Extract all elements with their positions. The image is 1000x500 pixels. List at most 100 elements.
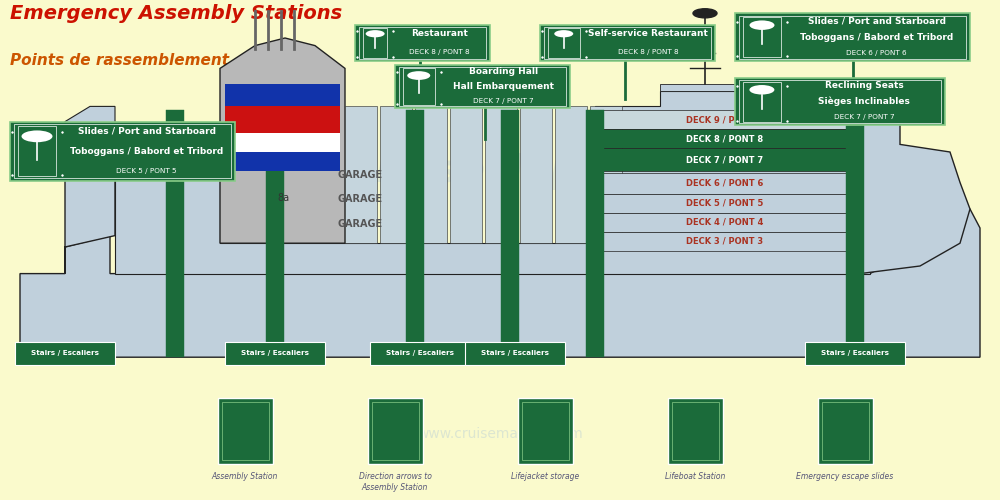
Text: Sièges Inclinables: Sièges Inclinables [818, 97, 910, 106]
Bar [743, 17, 781, 57]
Bar [370, 342, 470, 365]
Text: DECK 6 / PONT 6: DECK 6 / PONT 6 [686, 179, 764, 188]
Bar [822, 402, 868, 460]
Bar [672, 402, 718, 460]
Text: Stairs / Escaliers: Stairs / Escaliers [241, 350, 309, 356]
Text: DECK 7 / PONT 7: DECK 7 / PONT 7 [834, 114, 894, 120]
Text: GARAGE: GARAGE [337, 170, 383, 180]
Bar [368, 398, 422, 464]
Bar [743, 82, 781, 122]
Text: CruiseMapper: CruiseMapper [348, 152, 652, 190]
Text: Stairs / Escaliers: Stairs / Escaliers [31, 350, 99, 356]
Bar [735, 78, 945, 126]
Polygon shape [65, 106, 115, 144]
Bar [739, 80, 941, 123]
Bar [595, 148, 855, 171]
Bar [406, 110, 424, 357]
Polygon shape [855, 106, 970, 274]
Text: Assembly Station: Assembly Station [212, 472, 278, 482]
Circle shape [554, 30, 573, 38]
Text: 8a: 8a [277, 192, 289, 202]
Bar [359, 27, 486, 58]
Bar [345, 106, 377, 243]
Bar [555, 106, 587, 243]
Text: Self-service Restaurant: Self-service Restaurant [588, 29, 708, 38]
Bar [450, 106, 482, 243]
Bar [115, 122, 220, 138]
Text: Stairs / Escaliers: Stairs / Escaliers [386, 350, 454, 356]
Text: Stairs / Escaliers: Stairs / Escaliers [481, 350, 549, 356]
Text: DECK 7 / PONT 7: DECK 7 / PONT 7 [686, 155, 764, 164]
Bar [222, 402, 268, 460]
Bar [395, 64, 570, 108]
Text: GARAGE: GARAGE [337, 194, 383, 204]
Bar [846, 110, 864, 357]
Text: Toboggans / Babord et Tribord: Toboggans / Babord et Tribord [800, 32, 953, 42]
Text: DECK 6 / PONT 6: DECK 6 / PONT 6 [846, 50, 907, 56]
Bar [739, 16, 966, 58]
Bar [540, 24, 715, 61]
Bar [818, 398, 872, 464]
Bar [501, 110, 519, 357]
Bar [518, 398, 573, 464]
Polygon shape [225, 106, 340, 133]
Text: Emergency Assembly Stations: Emergency Assembly Stations [10, 4, 342, 23]
Circle shape [749, 85, 774, 94]
Bar [380, 106, 412, 243]
Circle shape [693, 8, 717, 18]
Text: Lifejacket storage: Lifejacket storage [511, 472, 579, 482]
Text: DECK 5 / PONT 5: DECK 5 / PONT 5 [686, 199, 764, 208]
Bar [10, 122, 235, 180]
Bar [735, 14, 970, 61]
Text: DECK 4 / PONT 4: DECK 4 / PONT 4 [686, 218, 764, 227]
Polygon shape [115, 122, 870, 274]
Bar [15, 342, 115, 365]
Text: DECK 8 / PONT 8: DECK 8 / PONT 8 [618, 49, 679, 55]
Text: Direction arrows to
Assembly Station: Direction arrows to Assembly Station [359, 472, 431, 492]
Text: Hall Embarquement: Hall Embarquement [453, 82, 554, 91]
Bar [166, 110, 184, 357]
Bar [544, 27, 711, 58]
Text: DECK 3 / PONT 3: DECK 3 / PONT 3 [686, 237, 764, 246]
Text: GARAGE: GARAGE [337, 219, 383, 229]
Bar [522, 402, 569, 460]
Circle shape [366, 30, 385, 38]
Bar [595, 129, 855, 148]
Polygon shape [660, 84, 750, 91]
Text: Points de rassemblement: Points de rassemblement [10, 53, 229, 68]
Text: Toboggans / Babord et Tribord: Toboggans / Babord et Tribord [70, 146, 223, 156]
Polygon shape [225, 133, 340, 152]
Bar [266, 110, 284, 357]
Text: Boarding Hall: Boarding Hall [469, 68, 538, 76]
Bar [355, 24, 490, 61]
Polygon shape [65, 133, 115, 274]
Polygon shape [595, 91, 855, 243]
Bar [225, 342, 325, 365]
Text: Reclining Seats: Reclining Seats [825, 82, 903, 90]
Bar [363, 28, 387, 58]
Bar [586, 110, 604, 357]
Bar [465, 342, 565, 365]
Bar [218, 398, 272, 464]
Bar [520, 106, 552, 243]
Text: Restaurant: Restaurant [411, 29, 468, 38]
Bar [595, 110, 855, 129]
Bar [18, 126, 56, 176]
Text: Stairs / Escaliers: Stairs / Escaliers [821, 350, 889, 356]
Bar [548, 28, 580, 58]
Bar [595, 213, 855, 232]
Text: DECK 8 / PONT 8: DECK 8 / PONT 8 [409, 49, 470, 55]
Bar [372, 402, 418, 460]
Text: DECK 8 / PONT 8: DECK 8 / PONT 8 [686, 134, 764, 143]
Polygon shape [20, 209, 980, 357]
Bar [595, 173, 855, 194]
Text: Lifeboat Station: Lifeboat Station [665, 472, 725, 482]
Bar [415, 106, 447, 243]
Text: www.cruisemapper.com: www.cruisemapper.com [408, 330, 592, 345]
Circle shape [750, 20, 774, 30]
Bar [590, 106, 622, 243]
Bar [595, 194, 855, 213]
Polygon shape [225, 152, 340, 171]
Bar [14, 124, 231, 178]
Text: DECK 7 / PONT 7: DECK 7 / PONT 7 [473, 98, 534, 104]
